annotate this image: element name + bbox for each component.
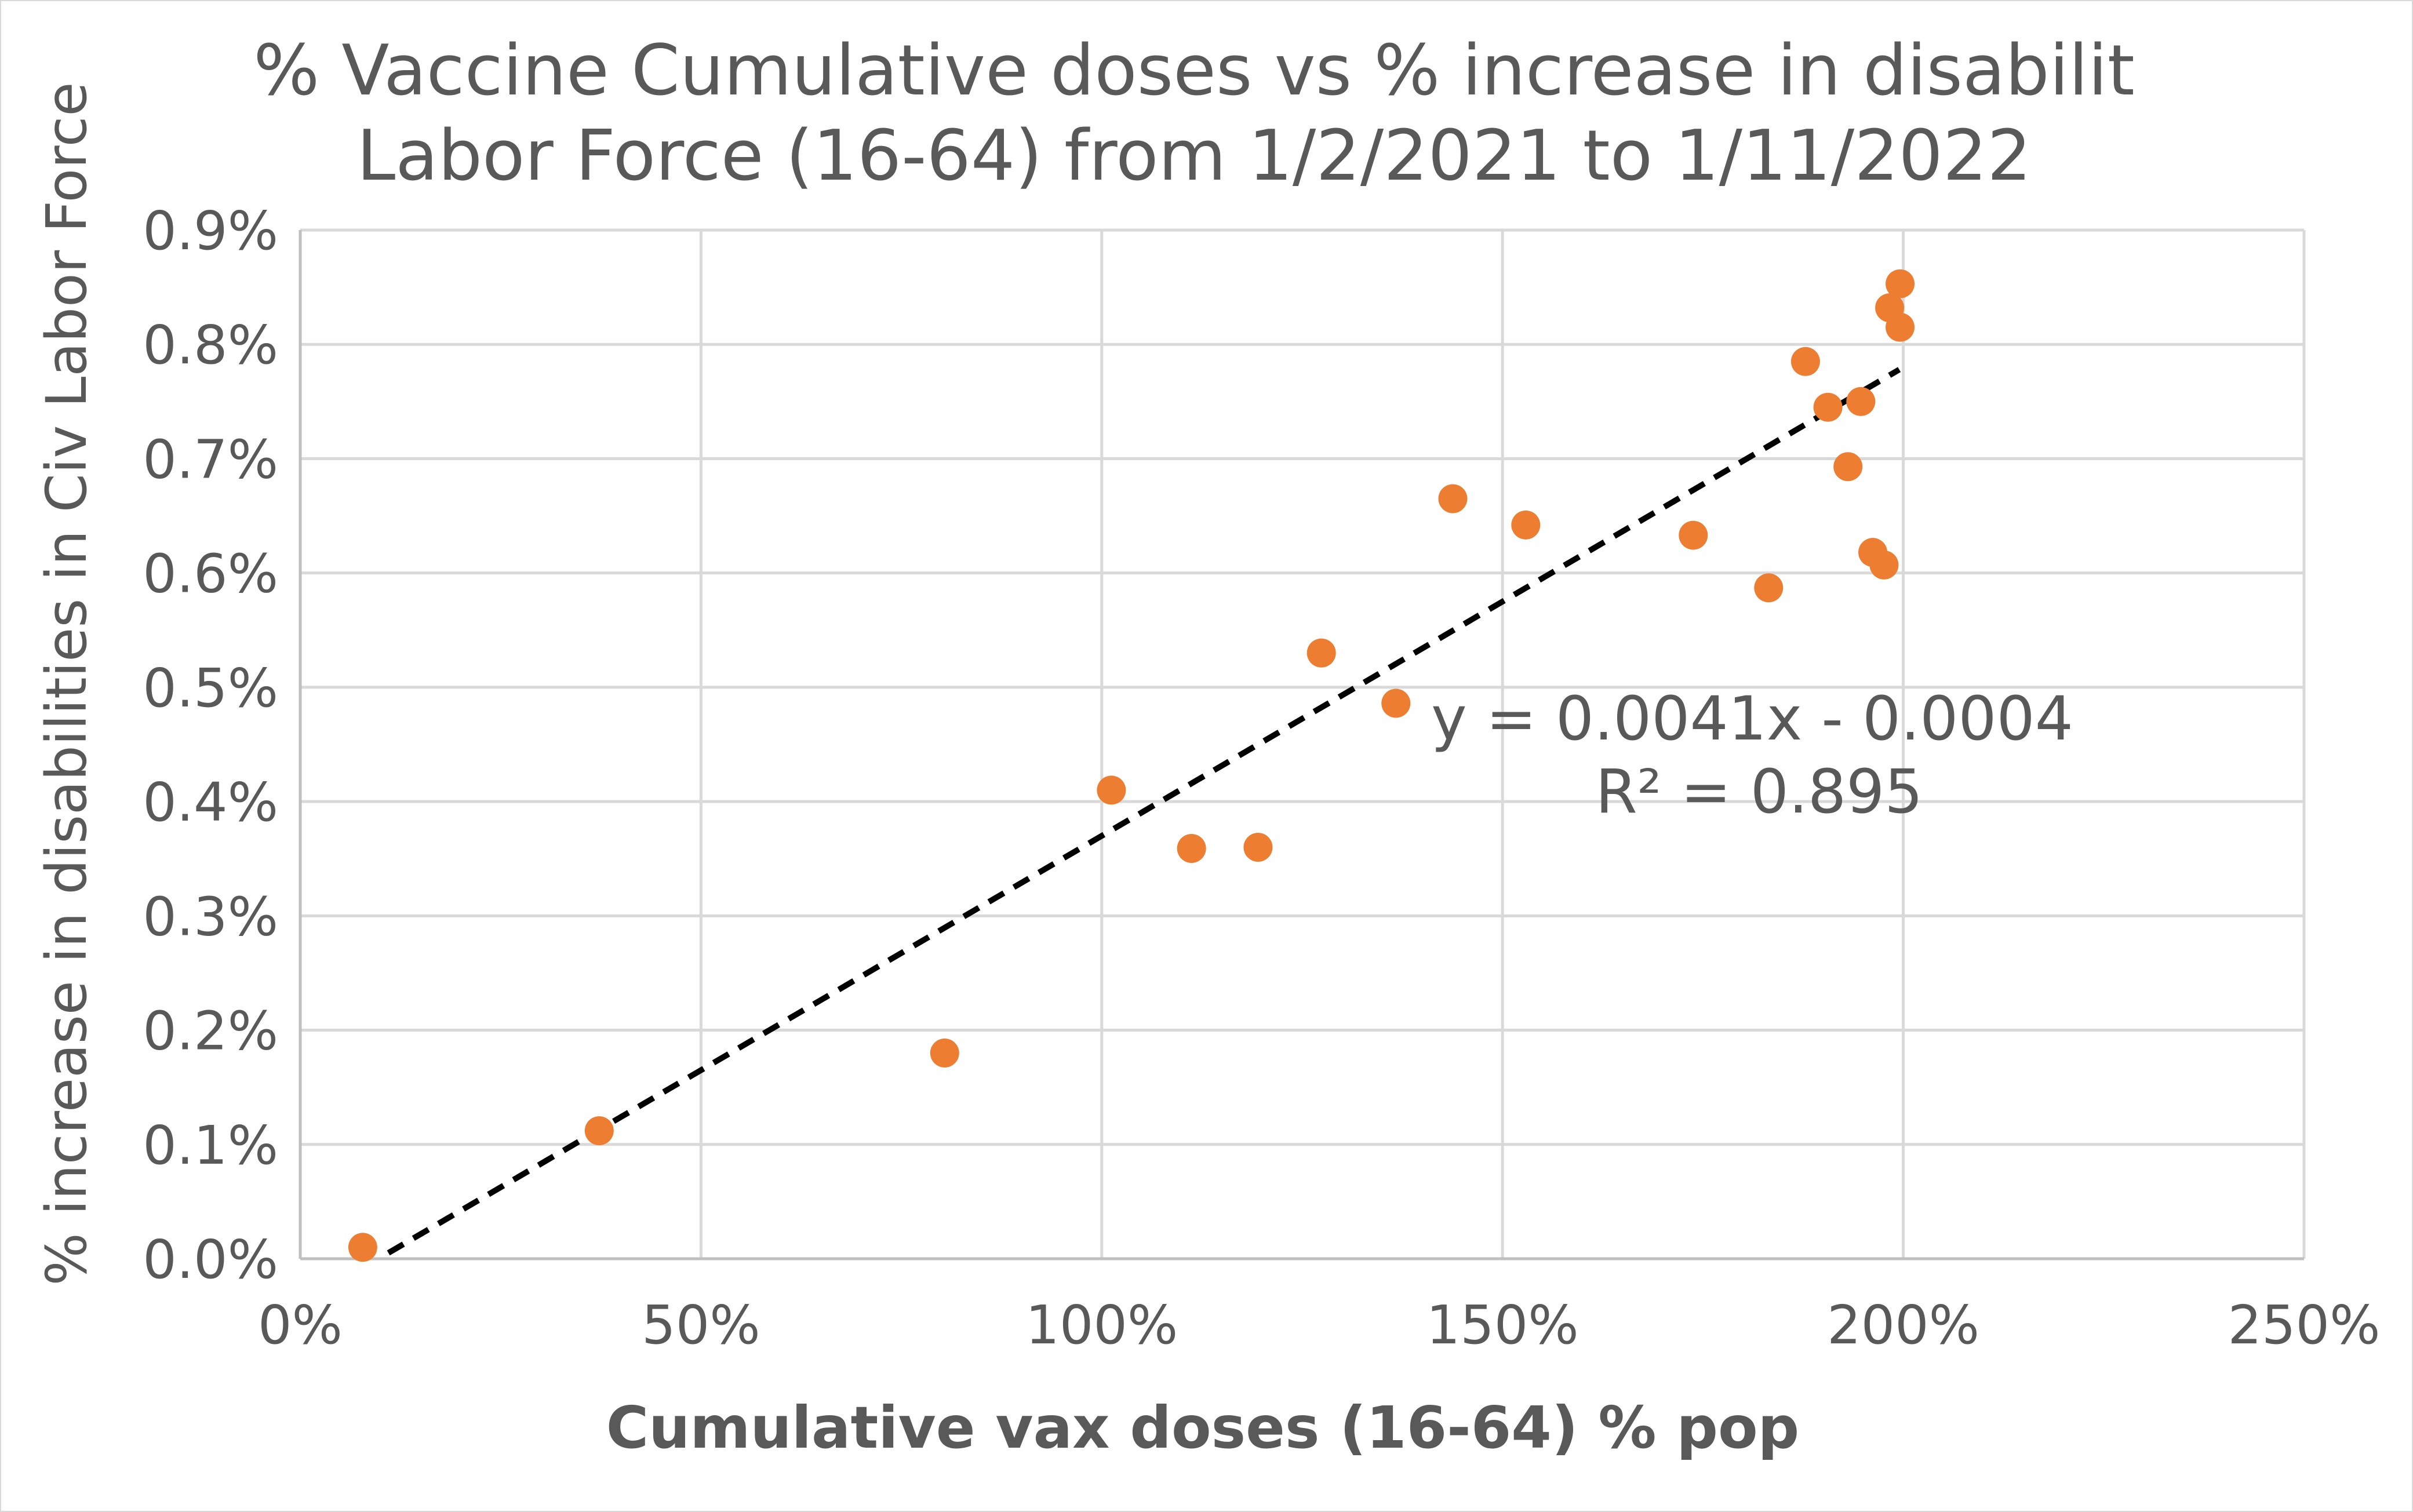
data-point bbox=[1243, 833, 1273, 862]
data-point bbox=[1754, 573, 1784, 603]
y-tick-label: 0.5% bbox=[143, 657, 278, 719]
x-tick-label: 250% bbox=[2228, 1294, 2380, 1356]
y-axis-label: % increase in disabilities in Civ Labor … bbox=[34, 82, 99, 1286]
x-tick-label: 200% bbox=[1827, 1294, 1979, 1356]
data-point bbox=[1511, 510, 1541, 540]
x-axis-ticks: 0% 50% 100% 150% 200% 250% bbox=[258, 1294, 2380, 1356]
data-point bbox=[1886, 312, 1915, 342]
data-point bbox=[584, 1116, 614, 1146]
trendline-layer bbox=[387, 367, 1901, 1256]
data-point bbox=[348, 1233, 377, 1262]
y-tick-label: 0.3% bbox=[143, 886, 278, 948]
y-axis-ticks: 0.0% 0.1% 0.2% 0.3% 0.4% 0.5% 0.6% 0.7% 0.8% 0.9% bbox=[143, 200, 278, 1291]
x-tick-label: 100% bbox=[1025, 1294, 1178, 1356]
r-squared-label: R² = 0.895 bbox=[1596, 756, 1923, 827]
data-point bbox=[1833, 452, 1863, 482]
chart-title: % Vaccine Cumulative doses vs % increase… bbox=[253, 31, 2135, 196]
data-point bbox=[1306, 638, 1336, 668]
x-tick-label: 0% bbox=[258, 1294, 343, 1356]
data-point bbox=[1846, 387, 1876, 416]
data-point bbox=[1790, 347, 1820, 376]
y-tick-label: 0.4% bbox=[143, 771, 278, 833]
y-tick-label: 0.6% bbox=[143, 543, 278, 605]
x-axis-label: Cumulative vax doses (16-64) % pop bbox=[606, 1394, 1800, 1462]
data-points bbox=[348, 269, 1915, 1262]
y-tick-label: 0.8% bbox=[143, 314, 278, 376]
axes bbox=[299, 230, 2304, 1260]
gridlines bbox=[300, 228, 2306, 1259]
y-tick-label: 0.7% bbox=[143, 428, 278, 490]
data-point bbox=[1679, 520, 1708, 550]
data-point bbox=[1381, 688, 1411, 718]
x-tick-label: 150% bbox=[1426, 1294, 1579, 1356]
x-tick-label: 50% bbox=[642, 1294, 760, 1356]
trendline-annotation: y = 0.0041x - 0.0004 R² = 0.895 bbox=[1431, 683, 2073, 827]
y-tick-label: 0.0% bbox=[143, 1229, 278, 1291]
data-point bbox=[1813, 392, 1843, 422]
data-point bbox=[1438, 484, 1468, 513]
data-point bbox=[1886, 269, 1915, 298]
trendline-equation: y = 0.0041x - 0.0004 bbox=[1431, 683, 2073, 754]
linear-trendline bbox=[387, 367, 1901, 1256]
data-point bbox=[1097, 775, 1126, 805]
y-tick-label: 0.1% bbox=[143, 1114, 278, 1176]
y-tick-label: 0.9% bbox=[143, 200, 278, 262]
data-point bbox=[1177, 833, 1206, 863]
data-point bbox=[930, 1039, 959, 1067]
chart-title-line-2: Labor Force (16-64) from 1/2/2021 to 1/1… bbox=[356, 116, 2031, 196]
chart-title-line-1: % Vaccine Cumulative doses vs % increase… bbox=[253, 31, 2135, 111]
data-point bbox=[1869, 550, 1899, 580]
y-tick-label: 0.2% bbox=[143, 1000, 278, 1062]
